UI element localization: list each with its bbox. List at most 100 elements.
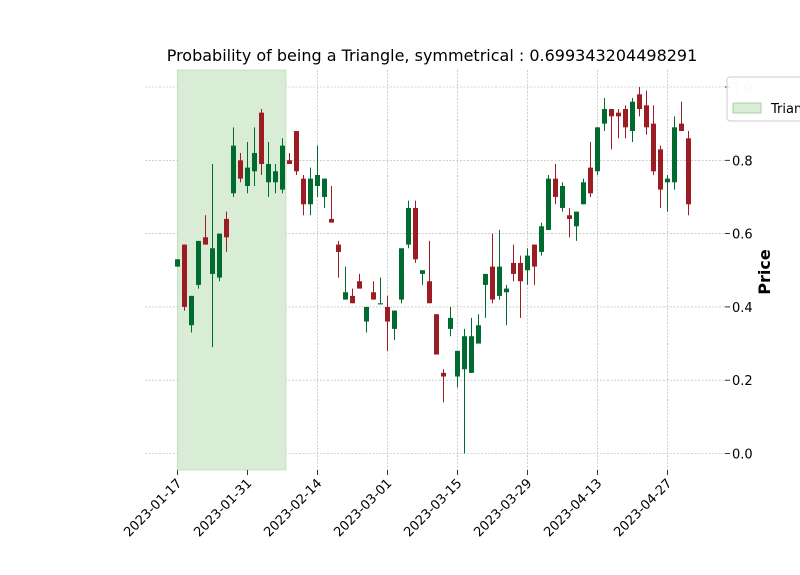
candle <box>665 174 670 212</box>
candle <box>217 233 222 282</box>
candle <box>462 328 467 454</box>
candle-body <box>448 317 453 329</box>
candle-body <box>609 108 614 117</box>
x-tick-label: 2023-01-17 <box>121 476 185 540</box>
candle <box>238 152 243 183</box>
candle-body <box>420 270 425 274</box>
candle <box>273 163 278 194</box>
candle <box>322 178 327 208</box>
candle <box>483 273 488 318</box>
candle <box>567 207 572 238</box>
candle <box>623 105 628 139</box>
candle <box>595 127 600 175</box>
candle-body <box>574 211 579 227</box>
candle-body <box>567 215 572 219</box>
candle <box>406 200 411 249</box>
y-axis-label: Price <box>755 249 774 295</box>
x-tick-label: 2023-03-29 <box>471 476 535 540</box>
candle <box>364 306 369 333</box>
candle <box>245 141 250 194</box>
candle-body <box>287 160 292 164</box>
candle <box>378 277 383 305</box>
candles <box>175 87 691 454</box>
candle-body <box>399 248 404 300</box>
candle-body <box>490 266 495 300</box>
candle-body <box>455 350 460 377</box>
candle-body <box>637 94 642 109</box>
candle-body <box>651 123 656 172</box>
candle-body <box>546 178 551 230</box>
candle <box>182 244 187 311</box>
candle <box>630 97 635 142</box>
candle <box>427 240 432 304</box>
candle <box>350 288 355 304</box>
candle-body <box>560 185 565 208</box>
candle-body <box>518 262 523 282</box>
candle <box>294 130 299 175</box>
highlight-band <box>177 69 287 471</box>
candle <box>343 266 348 300</box>
candle-body <box>301 178 306 205</box>
candle <box>469 317 474 373</box>
candle-body <box>210 248 215 274</box>
candle <box>602 97 607 131</box>
x-tick-label: 2023-01-31 <box>191 476 255 540</box>
candle-body <box>483 273 488 285</box>
candle-body <box>644 105 649 128</box>
legend-entry-label: Triangle, symmetrical <box>770 102 800 117</box>
candle-body <box>434 314 439 355</box>
candle <box>560 182 565 212</box>
y-axis: 0.00.20.40.60.81.0 <box>725 81 753 463</box>
candle-body <box>364 306 369 322</box>
candle-body <box>553 178 558 197</box>
candle-body <box>371 292 376 300</box>
candle <box>644 90 649 135</box>
candle-body <box>182 244 187 307</box>
candle-body <box>392 310 397 329</box>
candle-body <box>245 167 250 186</box>
candle-body <box>315 174 320 186</box>
candle <box>413 200 418 263</box>
candle <box>539 222 544 256</box>
x-tick-label: 2023-03-15 <box>401 476 465 540</box>
candle-body <box>217 233 222 278</box>
candle <box>518 255 523 318</box>
candle-body <box>280 145 285 190</box>
pattern-highlight <box>177 69 287 471</box>
y-tick-label: 0.4 <box>732 301 753 316</box>
candle <box>420 270 425 285</box>
candle-body <box>672 127 677 183</box>
candle-body <box>343 292 348 300</box>
candle <box>329 185 334 223</box>
candle <box>399 248 404 304</box>
candle <box>532 244 537 285</box>
candle <box>672 116 677 190</box>
candle-body <box>539 226 544 252</box>
candle-body <box>224 218 229 238</box>
candle-body <box>497 266 502 296</box>
candle-body <box>462 336 467 370</box>
candle <box>651 105 656 175</box>
candle <box>231 127 236 197</box>
candle <box>280 138 285 194</box>
candle <box>504 284 509 326</box>
candle-body <box>259 112 264 164</box>
candle-body <box>294 130 299 172</box>
candle <box>357 273 362 289</box>
candle-body <box>336 244 341 252</box>
candle-body <box>357 281 362 289</box>
candle-body <box>623 108 628 128</box>
candle <box>581 178 586 205</box>
candle-body <box>441 372 446 377</box>
candle <box>315 145 320 197</box>
candle-body <box>532 244 537 267</box>
candle <box>497 229 502 300</box>
y-tick-label: 0.0 <box>732 448 753 463</box>
candle-body <box>476 325 481 344</box>
candle <box>574 211 579 241</box>
candle <box>686 130 691 216</box>
candle-body <box>350 295 355 304</box>
candle <box>616 108 621 139</box>
candle-body <box>616 112 621 117</box>
candle-body <box>175 259 180 267</box>
